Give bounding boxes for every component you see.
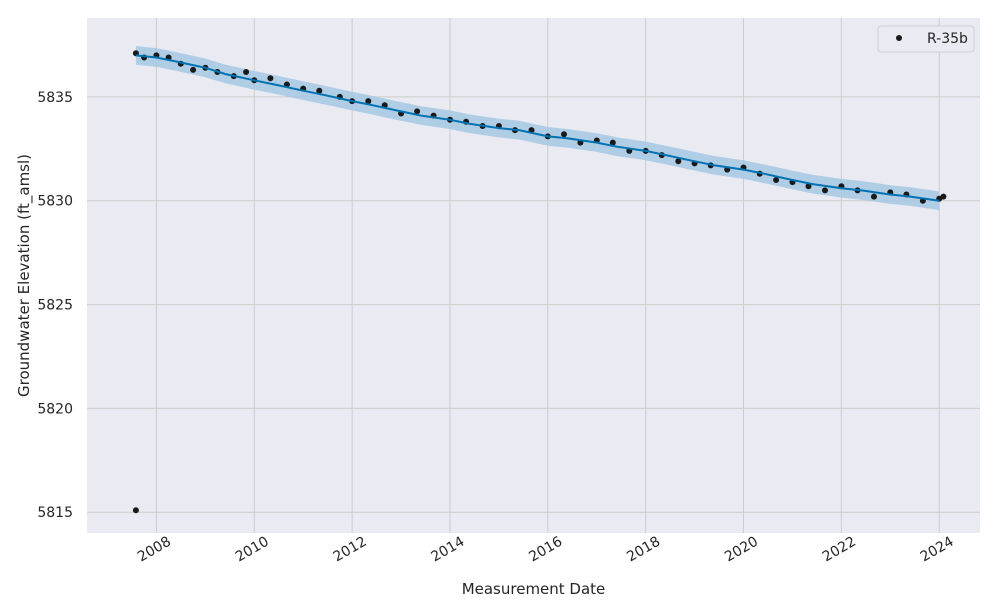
- y-tick-label: 5830: [37, 194, 73, 210]
- x-tick-label: 2016: [526, 534, 565, 566]
- observation-point: [822, 187, 828, 194]
- x-axis-label: Measurement Date: [462, 580, 606, 598]
- y-tick-label: 5825: [37, 298, 73, 314]
- observation-point: [940, 193, 947, 200]
- observation-point: [871, 193, 877, 200]
- observation-point: [561, 131, 567, 138]
- legend-marker: [896, 35, 902, 41]
- legend-entry-label: R-35b: [927, 31, 968, 47]
- x-tick-label: 2022: [820, 534, 859, 566]
- x-tick-label: 2012: [331, 534, 370, 566]
- x-tick-label: 2018: [624, 534, 663, 566]
- observation-point: [316, 87, 323, 94]
- legend: R-35b: [877, 25, 975, 53]
- observation-point: [243, 69, 250, 75]
- x-axis-ticks: 2008 2010 2012 2014 2016 2018 2020 2022 2024: [135, 534, 957, 566]
- observation-point: [805, 183, 812, 190]
- observation-point: [609, 139, 616, 146]
- y-tick-label: 5815: [37, 505, 73, 521]
- y-axis-ticks: 5815 5820 5825 5830 5835: [37, 90, 73, 521]
- plot-area: [87, 18, 980, 533]
- grid: [87, 18, 980, 533]
- observation-point: [267, 75, 274, 82]
- observation-point: [675, 158, 682, 165]
- observation-point: [132, 507, 139, 514]
- x-tick-label: 2024: [918, 534, 957, 566]
- y-tick-label: 5820: [37, 401, 73, 417]
- y-axis-label: Groundwater Elevation (ft_amsl): [15, 154, 34, 397]
- observation-point: [773, 177, 780, 183]
- x-tick-label: 2010: [233, 534, 272, 566]
- trend-line: [135, 54, 940, 202]
- x-tick-label: 2014: [429, 534, 468, 566]
- observation-point: [414, 108, 421, 115]
- y-tick-label: 5835: [37, 90, 73, 106]
- x-tick-label: 2020: [722, 534, 761, 566]
- observation-point: [365, 98, 372, 105]
- legend-box: [877, 25, 975, 53]
- x-tick-label: 2008: [135, 534, 174, 566]
- observation-point: [190, 66, 197, 73]
